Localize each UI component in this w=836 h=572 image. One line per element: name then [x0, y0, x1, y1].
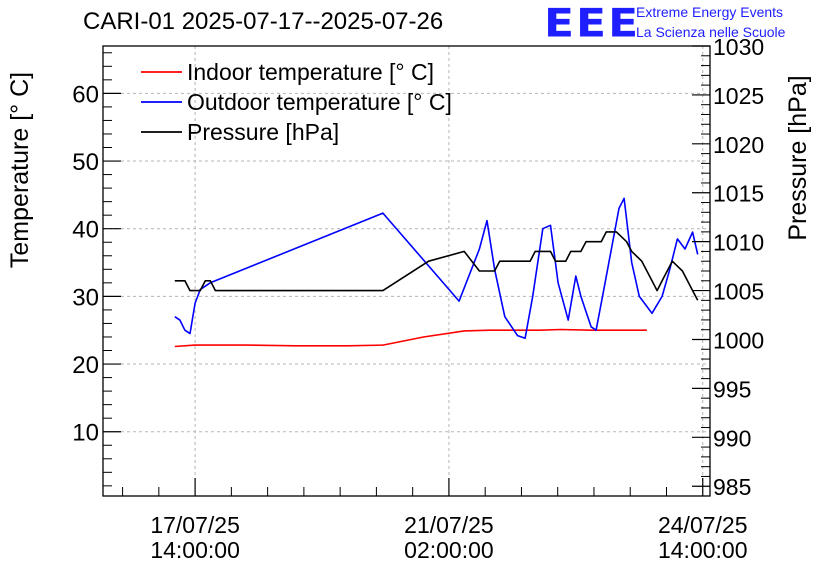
- y-tick-label: 40: [72, 217, 99, 244]
- x-tick-label-time: 14:00:00: [658, 537, 748, 563]
- y-tick-label: 30: [72, 284, 99, 311]
- eee-logo: EEE: [544, 0, 641, 47]
- y-tick-label: 20: [72, 352, 99, 379]
- y2-tick-label: 1000: [713, 327, 764, 353]
- brand-name: Extreme Energy Events: [636, 4, 784, 20]
- y-tick-label: 10: [72, 420, 99, 447]
- axes: 1020304050609859909951000100510101015102…: [72, 34, 764, 563]
- outdoor-temperature-line: [174, 197, 699, 340]
- y2-tick-label: 1020: [713, 132, 764, 158]
- y-tick-label: 50: [72, 149, 99, 176]
- chart-title: CARI-01 2025-07-17--2025-07-26: [83, 8, 444, 35]
- y2-tick-label: 1030: [713, 34, 764, 60]
- pressure-line: [174, 231, 699, 301]
- y2-tick-label: 1015: [713, 181, 764, 207]
- y2-tick-label: 1025: [713, 83, 764, 109]
- y2-tick-label: 1010: [713, 230, 764, 256]
- y2-tick-label: 990: [713, 425, 751, 451]
- brand-subtitle: La Scienza nelle Scuole: [636, 24, 786, 40]
- indoor-temperature-line: [174, 328, 647, 348]
- y2-tick-label: 985: [713, 474, 751, 500]
- y-axis-label: Temperature [° C]: [6, 72, 34, 268]
- y2-tick-label: 995: [713, 376, 751, 402]
- series-layer: [174, 197, 699, 348]
- x-tick-label-date: 21/07/25: [404, 512, 494, 538]
- legend-label: Pressure [hPa]: [187, 119, 339, 145]
- y-tick-label: 60: [72, 81, 99, 108]
- x-tick-label-time: 14:00:00: [150, 537, 240, 563]
- legend-label: Outdoor temperature [° C]: [187, 89, 452, 115]
- x-tick-label-date: 17/07/25: [150, 512, 240, 538]
- y2-tick-label: 1005: [713, 279, 764, 305]
- legend: Indoor temperature [° C] Outdoor temperat…: [141, 59, 452, 145]
- x-tick-label-date: 24/07/25: [658, 512, 748, 538]
- y2-axis-label: Pressure [hPa]: [784, 75, 812, 240]
- x-tick-label-time: 02:00:00: [404, 537, 494, 563]
- legend-label: Indoor temperature [° C]: [187, 59, 434, 85]
